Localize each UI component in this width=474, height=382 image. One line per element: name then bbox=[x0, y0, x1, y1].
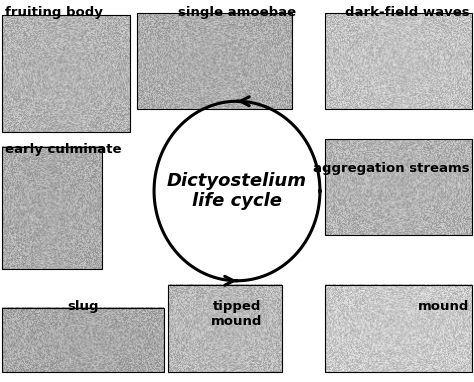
Text: Dictyostelium
life cycle: Dictyostelium life cycle bbox=[167, 172, 307, 210]
Text: fruiting body: fruiting body bbox=[5, 6, 102, 19]
Bar bbox=[325, 139, 472, 235]
Bar bbox=[137, 13, 292, 109]
Bar bbox=[168, 285, 282, 372]
Bar bbox=[325, 13, 472, 109]
Text: tipped
mound: tipped mound bbox=[211, 300, 263, 328]
Bar bbox=[2, 147, 102, 269]
Text: aggregation streams: aggregation streams bbox=[313, 162, 469, 175]
Bar bbox=[325, 285, 472, 372]
Bar bbox=[2, 15, 130, 132]
Bar bbox=[2, 308, 164, 372]
Text: single amoebae: single amoebae bbox=[178, 6, 296, 19]
Text: mound: mound bbox=[418, 300, 469, 313]
Text: early culminate: early culminate bbox=[5, 143, 121, 156]
Text: slug: slug bbox=[67, 300, 99, 313]
Text: dark-field waves: dark-field waves bbox=[345, 6, 469, 19]
